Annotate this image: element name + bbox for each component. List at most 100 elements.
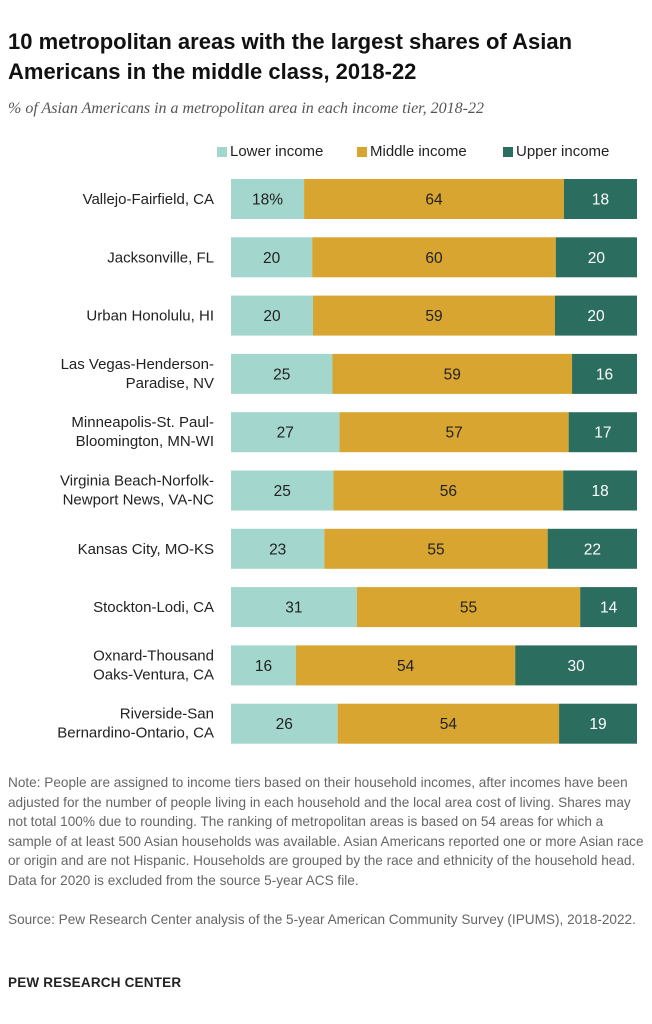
data-label-upper: 22	[584, 541, 601, 558]
data-label-lower: 26	[276, 716, 293, 733]
bar-segment-lower	[231, 179, 305, 219]
data-label-lower: 31	[285, 600, 302, 617]
category-label: Stockton-Lodi, CA	[93, 599, 214, 616]
bar-segment-upper	[572, 353, 637, 394]
bar-segment-lower	[231, 703, 338, 744]
category-label-line: Virginia Beach-Norfolk-	[60, 473, 214, 490]
data-label-middle: 57	[445, 425, 462, 442]
data-label-upper: 16	[596, 366, 613, 383]
bar-segment-lower	[231, 295, 314, 336]
bar-segment-middle	[312, 237, 556, 278]
legend-swatch-lower	[217, 147, 227, 157]
bar-segment-middle	[295, 645, 516, 686]
data-label-middle: 54	[397, 658, 415, 675]
data-label-lower: 25	[273, 366, 290, 383]
branding-logo-text: PEW RESEARCH CENTER	[8, 975, 182, 990]
legend-swatch-upper	[503, 147, 513, 157]
bar-segment-upper	[563, 470, 637, 511]
chart-note: Note: People are assigned to income tier…	[8, 775, 644, 888]
bar-row: Minneapolis-St. Paul- Bloomington, MN-WI 2…	[71, 412, 637, 453]
category-label-line: Las Vegas-Henderson-	[61, 356, 214, 373]
bar-row: Urban Honolulu, HI 20 59 20	[86, 295, 637, 336]
bar-segment-middle	[304, 179, 564, 219]
bar-segment-lower	[231, 587, 357, 628]
data-label-upper: 20	[587, 308, 605, 325]
chart-title: 10 metropolitan areas with the largest s…	[8, 29, 573, 84]
data-label-middle: 59	[425, 308, 442, 325]
bar-segment-middle	[324, 528, 548, 569]
category-label: Jacksonville, FL	[107, 249, 214, 266]
category-label: Vallejo-Fairfield, CA	[83, 191, 214, 208]
category-label: Las Vegas-Henderson- Paradise, NV	[61, 356, 214, 392]
category-label-line: Newport News, VA-NC	[63, 492, 215, 509]
data-label-lower: 20	[263, 250, 281, 267]
data-label-lower: 27	[277, 425, 294, 442]
data-label-middle: 54	[440, 716, 458, 733]
legend-label-upper: Upper income	[516, 143, 609, 160]
data-label-middle: 59	[444, 366, 461, 383]
data-label-middle: 60	[425, 250, 443, 267]
bar-segment-lower	[231, 470, 334, 511]
data-label-lower: 23	[269, 541, 286, 558]
bar-segment-upper	[515, 645, 637, 686]
bar-segment-middle	[333, 470, 564, 511]
bar-row: Vallejo-Fairfield, CA 18% 64 18	[83, 179, 637, 219]
bar-segment-lower	[231, 528, 325, 569]
category-label-line: Minneapolis-St. Paul-	[71, 414, 214, 431]
data-label-lower: 18%	[252, 192, 283, 209]
bar-segment-middle	[337, 703, 560, 744]
bar-row: Virginia Beach-Norfolk- Newport News, VA-…	[60, 470, 637, 511]
bar-segment-upper	[580, 587, 637, 628]
bar-row: Oxnard-Thousand Oaks-Ventura, CA 16 54 30	[93, 645, 637, 686]
bar-row: Riverside-San Bernardino-Ontario, CA 26 54 1…	[57, 703, 637, 744]
bar-segment-upper	[554, 295, 637, 336]
data-label-upper: 20	[588, 250, 606, 267]
data-label-upper: 30	[567, 658, 585, 675]
bar-row: Jacksonville, FL 20 60 20	[107, 237, 637, 278]
category-label-line: Paradise, NV	[126, 375, 214, 392]
bar-segment-upper	[559, 703, 637, 744]
bar-segment-lower	[231, 353, 333, 394]
legend-swatch-middle	[357, 147, 367, 157]
bar-segment-middle	[339, 412, 569, 453]
bar-segment-middle	[313, 295, 555, 336]
data-label-middle: 64	[425, 192, 443, 209]
category-label-line: Riverside-San	[120, 706, 214, 723]
data-label-upper: 17	[594, 425, 611, 442]
bar-row: Kansas City, MO-KS 23 55 22	[78, 528, 637, 569]
chart-source: Source: Pew Research Center analysis of …	[8, 912, 636, 927]
data-label-middle: 55	[460, 600, 477, 617]
bar-row: Stockton-Lodi, CA 31 55 14	[93, 587, 637, 628]
bar-segment-lower	[231, 237, 313, 278]
data-label-middle: 55	[427, 541, 444, 558]
data-label-upper: 18	[592, 192, 609, 209]
data-label-upper: 14	[600, 600, 618, 617]
bar-segment-middle	[332, 353, 573, 394]
data-label-lower: 16	[255, 658, 272, 675]
category-label: Minneapolis-St. Paul- Bloomington, MN-WI	[71, 414, 214, 450]
bar-segment-middle	[356, 587, 581, 628]
bar-segment-upper	[568, 412, 637, 453]
category-label: Riverside-San Bernardino-Ontario, CA	[57, 706, 214, 742]
bar-segment-lower	[231, 645, 296, 686]
legend-label-middle: Middle income	[370, 143, 467, 160]
category-label-line: Bloomington, MN-WI	[76, 433, 214, 450]
data-label-lower: 20	[263, 308, 281, 325]
bar-row: Las Vegas-Henderson- Paradise, NV 25 59 16	[61, 353, 637, 394]
legend-label-lower: Lower income	[230, 143, 323, 160]
category-label-line: Oaks-Ventura, CA	[93, 666, 214, 683]
category-label: Virginia Beach-Norfolk- Newport News, VA-…	[60, 473, 214, 509]
stacked-bar-chart: Lower income Middle income Upper income Val…	[57, 143, 637, 744]
data-label-middle: 56	[440, 483, 457, 500]
category-label-line: Oxnard-Thousand	[93, 647, 214, 664]
data-label-upper: 18	[591, 483, 608, 500]
category-label-line: Bernardino-Ontario, CA	[57, 725, 214, 742]
category-label: Oxnard-Thousand Oaks-Ventura, CA	[93, 647, 214, 683]
bar-segment-lower	[231, 412, 340, 453]
data-label-lower: 25	[274, 483, 291, 500]
bar-segment-upper	[547, 528, 637, 569]
chart-subtitle: % of Asian Americans in a metropolitan a…	[8, 100, 484, 117]
bar-segment-upper	[563, 179, 637, 219]
category-label: Kansas City, MO-KS	[78, 541, 214, 558]
data-label-upper: 19	[589, 716, 606, 733]
